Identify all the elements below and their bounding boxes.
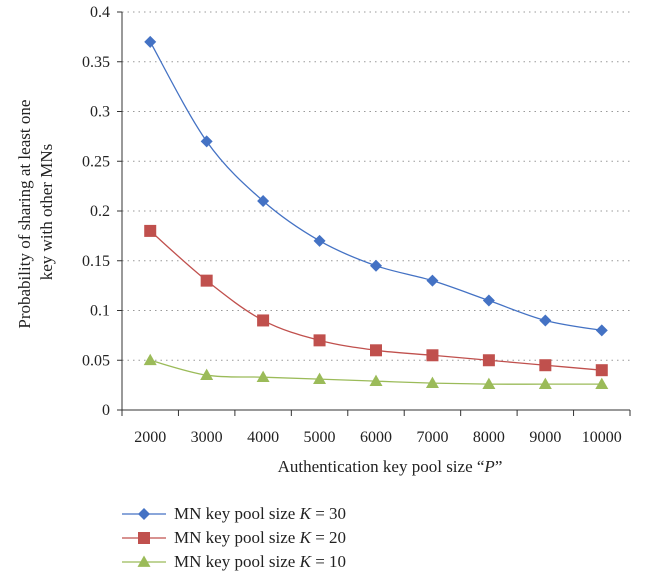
x-tick-labels: 2000 3000 4000 5000 6000 7000 8000 9000 10000 xyxy=(134,429,622,446)
data-point xyxy=(200,135,213,148)
x-tick-label: 10000 xyxy=(582,429,622,446)
data-point xyxy=(200,274,213,287)
legend-marker xyxy=(137,555,151,567)
axes xyxy=(117,11,631,416)
y-tick-label: 0.3 xyxy=(90,104,110,121)
y-axis-label-line1: Probability of sharing at least one xyxy=(15,100,34,329)
data-point xyxy=(143,353,157,366)
data-point xyxy=(370,344,382,357)
x-axis-label: Authentication key pool size “P” xyxy=(278,457,503,476)
data-point xyxy=(313,334,326,347)
data-point xyxy=(595,364,608,377)
data-point xyxy=(539,359,552,372)
x-tick-label: 7000 xyxy=(416,429,448,446)
data-point xyxy=(482,377,496,390)
legend-item: MN key pool size K = 30 xyxy=(122,502,346,526)
data-point xyxy=(370,259,382,272)
x-tick-label: 4000 xyxy=(247,429,279,446)
legend-item: MN key pool size K = 10 xyxy=(122,550,346,574)
data-point xyxy=(200,368,214,381)
x-tick-label: 3000 xyxy=(191,429,223,446)
y-axis-label-line2: key with other MNs xyxy=(37,144,56,280)
series-2 xyxy=(144,224,608,377)
y-axis-label: Probability of sharing at least one key … xyxy=(15,95,56,328)
data-point xyxy=(369,374,383,387)
x-tick-label: 9000 xyxy=(529,429,561,446)
data-point xyxy=(539,314,552,327)
series-line xyxy=(149,41,602,332)
legend-label: MN key pool size K = 20 xyxy=(174,528,347,547)
y-tick-label: 0 xyxy=(102,402,110,419)
data-point xyxy=(256,370,270,383)
data-point xyxy=(313,234,326,247)
data-point xyxy=(482,354,495,367)
legend-swatch xyxy=(122,532,166,544)
x-tick-label: 8000 xyxy=(473,429,505,446)
y-tick-label: 0.25 xyxy=(82,153,110,170)
series-3 xyxy=(143,353,609,390)
y-tick-labels: 0 0.05 0.1 0.15 0.2 0.25 0.3 0.35 0.4 xyxy=(82,4,110,419)
legend-label: MN key pool size K = 30 xyxy=(174,504,347,523)
legend-item: MN key pool size K = 20 xyxy=(122,526,346,550)
data-point xyxy=(426,274,439,287)
y-tick-label: 0.35 xyxy=(82,54,110,71)
legend: MN key pool size K = 30 MN key pool size … xyxy=(122,502,346,574)
data-point xyxy=(595,377,609,390)
data-point xyxy=(426,349,439,362)
y-tick-label: 0.15 xyxy=(82,253,110,270)
data-point xyxy=(538,377,552,390)
x-tick-label: 6000 xyxy=(360,429,392,446)
line-chart: 0 0.05 0.1 0.15 0.2 0.25 0.3 0.35 0.4 2000 3000 40… xyxy=(15,4,631,476)
data-point xyxy=(595,324,608,337)
x-tick-label: 2000 xyxy=(134,429,166,446)
series-1 xyxy=(144,35,608,337)
series-group xyxy=(143,35,609,390)
legend-marker xyxy=(138,508,150,520)
data-point xyxy=(144,35,157,48)
y-tick-label: 0.05 xyxy=(82,352,110,369)
legend-label: MN key pool size K = 10 xyxy=(174,552,347,571)
legend-marker xyxy=(138,532,150,544)
x-tick-label: 5000 xyxy=(304,429,336,446)
gridlines xyxy=(122,11,630,361)
legend-swatch xyxy=(122,555,166,567)
y-tick-label: 0.1 xyxy=(90,303,110,320)
data-point xyxy=(425,376,439,389)
data-point xyxy=(482,294,495,307)
data-point xyxy=(313,372,327,385)
y-tick-label: 0.4 xyxy=(90,4,110,21)
data-point xyxy=(257,195,270,208)
data-point xyxy=(144,224,157,237)
legend-swatch xyxy=(122,508,166,520)
y-tick-label: 0.2 xyxy=(90,203,110,220)
data-point xyxy=(257,314,270,327)
